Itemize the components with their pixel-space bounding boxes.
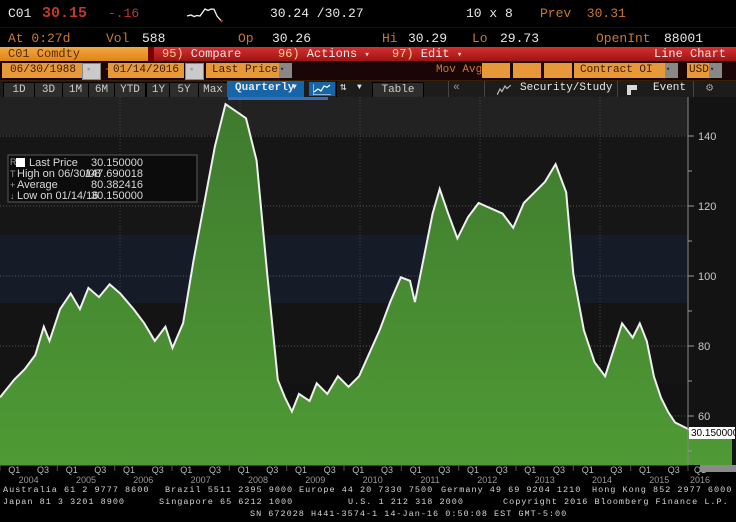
svg-text:140: 140 xyxy=(698,131,716,143)
svg-text:30.150000: 30.150000 xyxy=(691,428,736,439)
svg-text:Q3: Q3 xyxy=(266,465,278,475)
svg-text:Q3: Q3 xyxy=(209,465,221,475)
svg-text:30.150000: 30.150000 xyxy=(91,190,143,202)
svg-text:Q3: Q3 xyxy=(37,465,49,475)
svg-text:120: 120 xyxy=(698,201,716,213)
svg-text:Q3: Q3 xyxy=(381,465,393,475)
svg-text:Q1: Q1 xyxy=(8,465,20,475)
svg-text:Low on 01/14/16: Low on 01/14/16 xyxy=(17,190,98,202)
svg-text:Q1: Q1 xyxy=(410,465,422,475)
svg-text:R: R xyxy=(10,157,17,167)
svg-text:Q3: Q3 xyxy=(94,465,106,475)
svg-text:Q1: Q1 xyxy=(524,465,536,475)
svg-text:Q3: Q3 xyxy=(668,465,680,475)
svg-text:Q1: Q1 xyxy=(238,465,250,475)
svg-text:Q1: Q1 xyxy=(352,465,364,475)
svg-text:Q1: Q1 xyxy=(123,465,135,475)
svg-text:80: 80 xyxy=(698,341,710,353)
svg-text:Q1: Q1 xyxy=(467,465,479,475)
svg-text:T: T xyxy=(10,169,16,179)
svg-text:60: 60 xyxy=(698,411,710,423)
svg-text:Q3: Q3 xyxy=(152,465,164,475)
svg-text:↓: ↓ xyxy=(10,191,15,201)
svg-text:Q1: Q1 xyxy=(66,465,78,475)
svg-text:Q1: Q1 xyxy=(180,465,192,475)
svg-text:Q3: Q3 xyxy=(324,465,336,475)
svg-text:+: + xyxy=(10,180,15,190)
svg-text:100: 100 xyxy=(698,271,716,283)
svg-text:Q1: Q1 xyxy=(639,465,651,475)
svg-text:Q1: Q1 xyxy=(295,465,307,475)
svg-text:Q3: Q3 xyxy=(438,465,450,475)
svg-text:Q1: Q1 xyxy=(582,465,594,475)
svg-text:Q3: Q3 xyxy=(610,465,622,475)
svg-text:Q3: Q3 xyxy=(496,465,508,475)
svg-text:Q3: Q3 xyxy=(553,465,565,475)
